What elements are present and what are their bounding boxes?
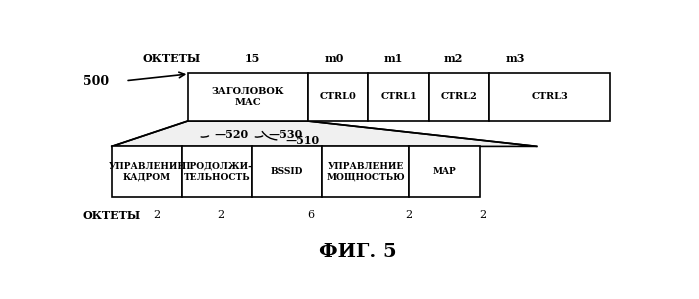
Text: ФИГ. 5: ФИГ. 5	[319, 243, 397, 261]
Text: УПРАВЛЕНИЕ
МОЩНОСТЬЮ: УПРАВЛЕНИЕ МОЩНОСТЬЮ	[326, 162, 405, 182]
Text: CTRL2: CTRL2	[440, 92, 477, 101]
Text: BSSID: BSSID	[271, 167, 303, 176]
Text: CTRL0: CTRL0	[320, 92, 356, 101]
Text: 15: 15	[245, 54, 260, 64]
Bar	[182, 147, 252, 197]
Polygon shape	[112, 121, 537, 147]
Bar	[112, 147, 182, 197]
Text: 500: 500	[83, 75, 109, 89]
Text: ЗАГОЛОВОК
МАС: ЗАГОЛОВОК МАС	[212, 87, 284, 107]
Text: m1: m1	[384, 54, 403, 64]
Bar	[489, 73, 610, 121]
Bar	[322, 147, 410, 197]
Text: 2: 2	[217, 210, 225, 220]
Text: m3: m3	[505, 54, 525, 64]
Text: УПРАВЛЕНИЕ
КАДРОМ: УПРАВЛЕНИЕ КАДРОМ	[109, 162, 185, 182]
Text: —520: —520	[215, 129, 249, 140]
Text: 2: 2	[153, 210, 160, 220]
Text: —510: —510	[285, 135, 319, 146]
Text: MAP: MAP	[433, 167, 456, 176]
Text: 6: 6	[308, 210, 315, 220]
Bar	[308, 73, 368, 121]
Text: 2: 2	[480, 210, 487, 220]
Text: CTRL1: CTRL1	[380, 92, 417, 101]
Bar	[410, 147, 480, 197]
Bar	[429, 73, 489, 121]
Text: ПРОДОЛЖИ-
ТЕЛЬНОСТЬ: ПРОДОЛЖИ- ТЕЛЬНОСТЬ	[182, 162, 252, 182]
Text: m0: m0	[324, 54, 343, 64]
Text: CTRL3: CTRL3	[531, 92, 568, 101]
Text: m2: m2	[443, 54, 463, 64]
Bar	[187, 73, 308, 121]
Text: ОКТЕТЫ: ОКТЕТЫ	[82, 210, 141, 221]
Text: —530: —530	[269, 129, 303, 140]
Text: 2: 2	[405, 210, 412, 220]
Text: ОКТЕТЫ: ОКТЕТЫ	[142, 54, 201, 64]
Bar	[252, 147, 322, 197]
Bar	[368, 73, 429, 121]
